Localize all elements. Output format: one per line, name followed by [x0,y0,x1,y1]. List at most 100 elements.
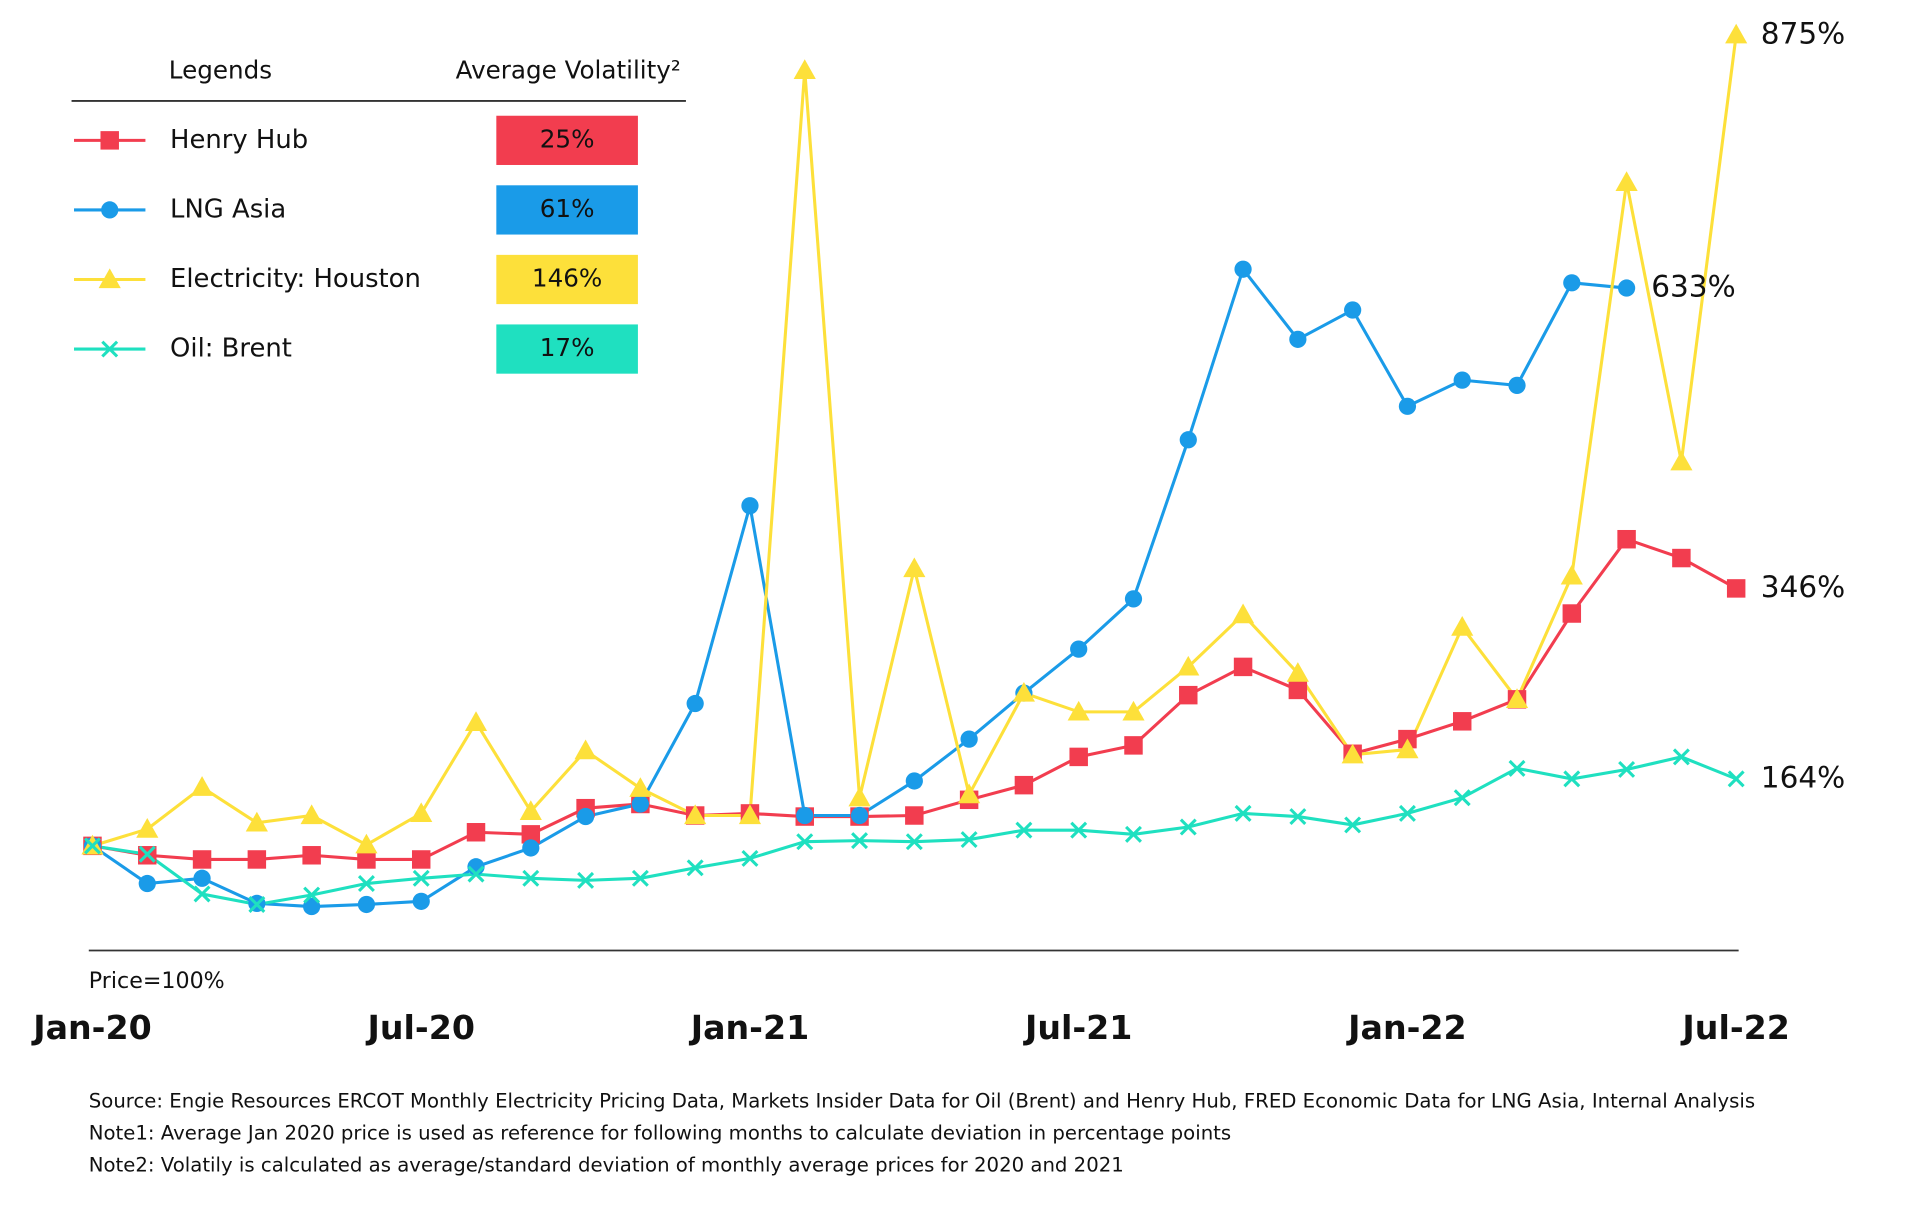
data-point [1562,604,1582,623]
x-tick-label: Jan-20 [31,1008,152,1047]
data-point [686,694,704,713]
data-point [1070,821,1088,839]
data-point [519,800,542,820]
legend-label: Electricity: Houston [170,264,421,294]
volatility-label: 146% [532,263,602,292]
data-point [1014,775,1034,795]
end-label: 164% [1761,760,1845,794]
data-point [248,895,266,913]
x-marker-stroke [467,865,485,883]
data-point [905,833,923,851]
x-marker-stroke [796,833,814,851]
data-point [629,777,652,797]
legend-header: Legends [169,55,272,84]
volatility-box [496,185,638,235]
data-point [577,871,595,889]
legend-marker [101,201,119,219]
x-marker-stroke [1727,770,1745,788]
data-point [300,804,323,825]
data-point [1179,818,1197,836]
data-point [1453,789,1471,807]
x-marker-stroke [138,845,156,863]
x-marker-stroke [905,833,923,851]
data-point [247,850,267,869]
data-point [1177,655,1200,676]
data-point [960,831,978,849]
legend-marker [98,268,121,289]
legend-marker [100,131,119,150]
x-marker-stroke [412,869,430,887]
x-marker-stroke [84,837,101,855]
data-point [684,804,707,825]
data-point [193,885,211,903]
data-point [357,850,376,869]
x-marker-stroke [1125,825,1142,843]
data-point [1286,662,1309,682]
data-point [1179,685,1198,705]
data-point [1560,564,1583,585]
data-point [1672,548,1691,568]
x-marker-stroke [193,885,211,903]
data-point [1070,640,1088,658]
data-point [1398,804,1416,822]
data-point [192,850,212,869]
data-point [522,869,540,887]
x-marker-stroke [303,886,321,904]
data-point [303,897,321,916]
data-point [1617,529,1636,549]
data-point [576,807,595,826]
end-label: 346% [1761,570,1845,604]
data-point [138,874,156,893]
x-marker-stroke [1618,760,1636,778]
data-point [357,875,375,893]
footnote: Note1: Average Jan 2020 price is used as… [89,1121,1231,1144]
data-point [1344,301,1362,319]
data-point [1563,770,1581,788]
data-point [302,846,321,865]
data-point [1179,431,1197,449]
volatility-box [496,324,638,374]
data-point [1508,376,1526,394]
data-point [355,833,378,854]
end-label: 633% [1651,270,1735,304]
data-point [1288,680,1308,700]
data-point [1344,816,1362,834]
data-point [1670,450,1693,471]
data-point [851,832,869,850]
data-point [466,823,486,842]
data-point [1231,603,1255,624]
x-marker-stroke [1289,808,1307,826]
data-point [1067,700,1090,721]
x-marker-stroke [248,895,266,913]
x-marker-stroke [1508,759,1526,777]
data-point [1289,808,1307,826]
x-tick-label: Jul-21 [1023,1008,1132,1047]
x-marker-stroke [1234,804,1252,822]
data-point [905,772,923,790]
data-point [521,825,541,844]
x-marker-stroke [960,831,978,849]
footnote: Note2: Volatily is calculated as average… [89,1153,1124,1176]
data-point [574,739,597,760]
data-point [850,806,869,825]
x-marker-stroke [1672,748,1690,766]
x-marker-stroke [1563,770,1581,788]
data-point [193,869,211,887]
legend-label: LNG Asia [170,194,286,224]
data-point [848,786,871,807]
volatility-label: 61% [540,194,595,223]
data-point [245,811,268,832]
x-marker-stroke [1398,804,1416,822]
footnote: Source: Engie Resources ERCOT Monthly El… [89,1089,1755,1112]
x-marker-stroke [522,869,540,887]
data-point [467,865,485,883]
x-marker-stroke [577,871,595,889]
data-point [960,730,978,748]
data-point [631,795,649,813]
data-point [412,869,430,887]
data-point [1617,279,1636,297]
data-point [1505,688,1529,708]
data-point [1124,590,1143,608]
data-point [686,859,704,877]
